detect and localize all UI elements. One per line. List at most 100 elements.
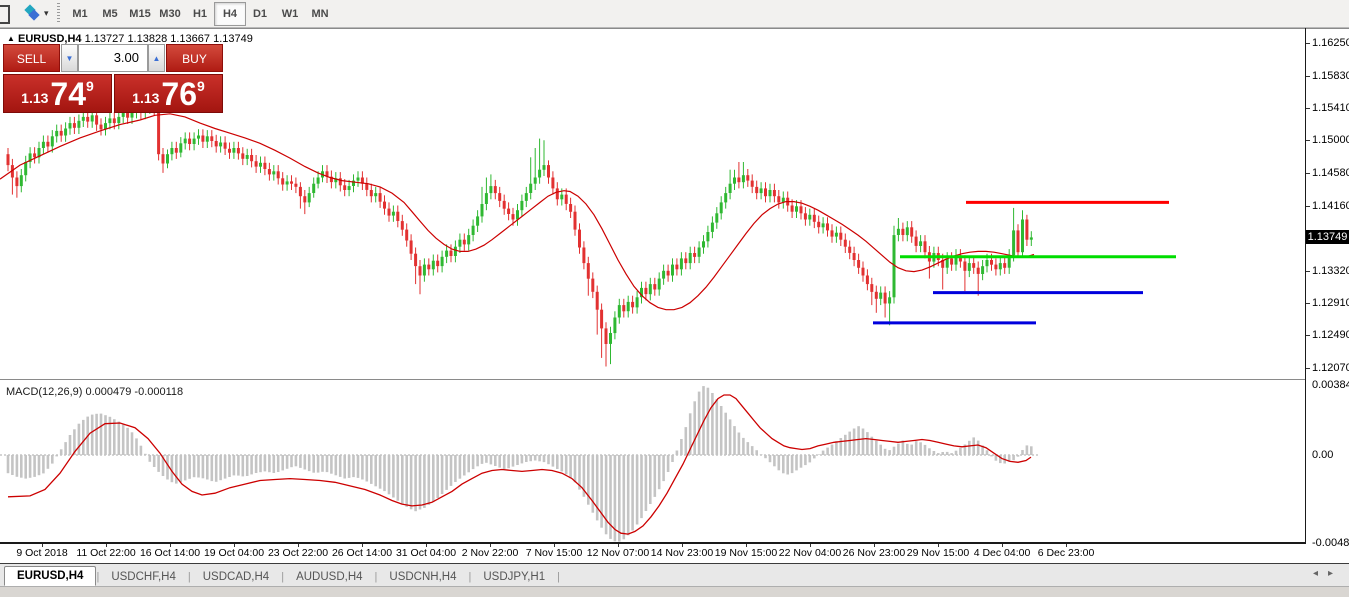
time-axis-label: 26 Nov 23:00 <box>842 547 906 559</box>
time-axis-label: 9 Oct 2018 <box>16 547 68 559</box>
time-axis-label: 6 Dec 23:00 <box>1037 547 1095 559</box>
dropdown-caret-icon[interactable]: ▾ <box>44 7 49 18</box>
time-axis-label: 2 Nov 22:00 <box>461 547 519 559</box>
sell-button[interactable]: SELL <box>3 44 60 72</box>
timeframe-button-mn[interactable]: MN <box>311 8 329 20</box>
time-axis-label: 4 Dec 04:00 <box>973 547 1031 559</box>
time-tick <box>490 544 491 547</box>
bid-prefix: 1.13 <box>21 90 49 106</box>
time-tick <box>618 544 619 547</box>
price-tick <box>1306 205 1310 207</box>
time-tick <box>682 544 683 547</box>
macd-axis-label: 0.00 <box>1312 449 1334 461</box>
chart-tab-audusd[interactable]: AUDUSD,H4 <box>296 571 363 583</box>
toolbar: ▾ M1 M5 M15 M30 H1 H4 D1 W1 MN <box>0 0 1349 28</box>
time-axis-label: 26 Oct 14:00 <box>331 547 393 559</box>
time-tick <box>554 544 555 547</box>
time-axis-label: 19 Oct 04:00 <box>203 547 265 559</box>
bid-pipette: 9 <box>86 78 94 94</box>
timeframe-button-m1[interactable]: M1 <box>72 8 88 20</box>
collapse-indicator-icon[interactable]: ▲ <box>7 34 15 43</box>
chart-tab-usdchf[interactable]: USDCHF,H4 <box>111 571 176 583</box>
price-tick <box>1306 172 1310 174</box>
price-axis-label: 1.15830 <box>1312 69 1349 82</box>
volume-increase-button[interactable]: ▲ <box>148 44 165 72</box>
buy-button[interactable]: BUY <box>166 44 223 72</box>
macd-axis-label: -0.004856 <box>1312 537 1349 550</box>
price-tick <box>1306 335 1310 337</box>
price-tick <box>1306 270 1310 272</box>
time-tick <box>298 544 299 547</box>
time-tick <box>746 544 747 547</box>
price-tick <box>1306 302 1310 304</box>
time-axis-label: 11 Oct 22:00 <box>76 547 136 559</box>
time-axis-label: 14 Nov 23:00 <box>650 547 714 559</box>
timeframe-button-d1[interactable]: D1 <box>252 8 268 20</box>
indicators-icon[interactable]: ▾ <box>24 4 49 22</box>
price-axis-label: 1.12490 <box>1312 329 1349 342</box>
symbol-period: EURUSD,H4 <box>17 33 82 45</box>
time-axis-label: 12 Nov 07:00 <box>586 547 650 559</box>
tab-separator: | <box>96 571 100 583</box>
chart-tab-eurusd[interactable]: EURUSD,H4 <box>4 566 97 586</box>
time-tick <box>874 544 875 547</box>
current-price-badge: 1.13749 <box>1306 230 1349 245</box>
bid-big-digits: 74 <box>50 76 87 112</box>
price-axis-label: 1.16250 <box>1312 37 1349 49</box>
chart-tab-usdjpy[interactable]: USDJPY,H1 <box>483 571 546 583</box>
time-tick <box>170 544 171 547</box>
price-scale-border <box>1305 28 1306 563</box>
time-tick <box>1066 544 1067 547</box>
time-tick <box>938 544 939 547</box>
volume-input[interactable]: 3.00 <box>78 44 148 72</box>
time-axis-label: 29 Nov 15:00 <box>906 547 970 559</box>
ask-prefix: 1.13 <box>132 90 160 106</box>
timeframe-button-m30[interactable]: M30 <box>159 8 181 20</box>
price-axis-label: 1.12910 <box>1312 296 1349 309</box>
timeframe-button-w1[interactable]: W1 <box>281 8 299 20</box>
tab-separator: | <box>187 571 191 583</box>
cropped-tool-icon[interactable] <box>0 5 10 24</box>
price-tick <box>1306 140 1310 142</box>
macd-indicator-canvas[interactable] <box>0 382 1306 543</box>
price-tick <box>1306 108 1310 110</box>
timeframe-button-h1[interactable]: H1 <box>192 8 208 20</box>
ohlc-values: 1.13727 1.13828 1.13667 1.13749 <box>84 33 253 45</box>
volume-decrease-button[interactable]: ▼ <box>61 44 78 72</box>
tab-separator: | <box>374 571 378 583</box>
time-tick <box>810 544 811 547</box>
status-strip <box>0 586 1349 597</box>
price-axis-label: 1.15410 <box>1312 102 1349 115</box>
price-axis-label: 1.14580 <box>1312 166 1349 179</box>
price-tick <box>1306 43 1310 44</box>
time-axis-label: 19 Nov 15:00 <box>714 547 778 559</box>
time-tick <box>362 544 363 547</box>
timeframe-button-m5[interactable]: M5 <box>102 8 118 20</box>
time-axis-label: 23 Oct 22:00 <box>267 547 329 559</box>
chart-tab-usdcnh[interactable]: USDCNH,H4 <box>389 571 457 583</box>
price-axis-label: 1.15000 <box>1312 134 1349 147</box>
bid-price-button[interactable]: 1.13 74 9 <box>3 74 112 113</box>
toolbar-separator <box>57 3 60 24</box>
price-axis-label: 1.13320 <box>1312 264 1349 277</box>
time-tick <box>234 544 235 547</box>
ask-price-button[interactable]: 1.13 76 9 <box>114 74 223 113</box>
tabbar-top-border <box>0 563 1349 564</box>
time-tick <box>1002 544 1003 547</box>
timeframe-button-h4[interactable]: H4 <box>214 2 246 26</box>
chart-tab-usdcad[interactable]: USDCAD,H4 <box>202 571 270 583</box>
price-tick <box>1306 368 1310 370</box>
ask-big-digits: 76 <box>161 76 198 112</box>
time-scale[interactable]: 9 Oct 2018 11 Oct 22:00 16 Oct 14:00 19 Oct… <box>0 544 1306 563</box>
timeframe-button-m15[interactable]: M15 <box>129 8 151 20</box>
macd-bottom-border <box>0 542 1306 544</box>
chart-tabs: EURUSD,H4 | USDCHF,H4 | USDCAD,H4 | AUDUSD,H4 |… <box>0 564 1349 586</box>
one-click-trading-panel: SELL ▼ 3.00 ▲ BUY 1.13 74 9 1.13 76 9 <box>3 44 223 113</box>
macd-axis-label: 0.003847 <box>1312 379 1349 392</box>
chart-title: ▲ EURUSD,H4 1.13727 1.13828 1.13667 1.13… <box>7 33 253 45</box>
price-tick <box>1306 75 1310 77</box>
tab-scroll-arrows[interactable]: ◂▸ <box>1312 568 1343 579</box>
time-axis-label: 22 Nov 04:00 <box>778 547 842 559</box>
tab-separator: | <box>557 571 560 583</box>
